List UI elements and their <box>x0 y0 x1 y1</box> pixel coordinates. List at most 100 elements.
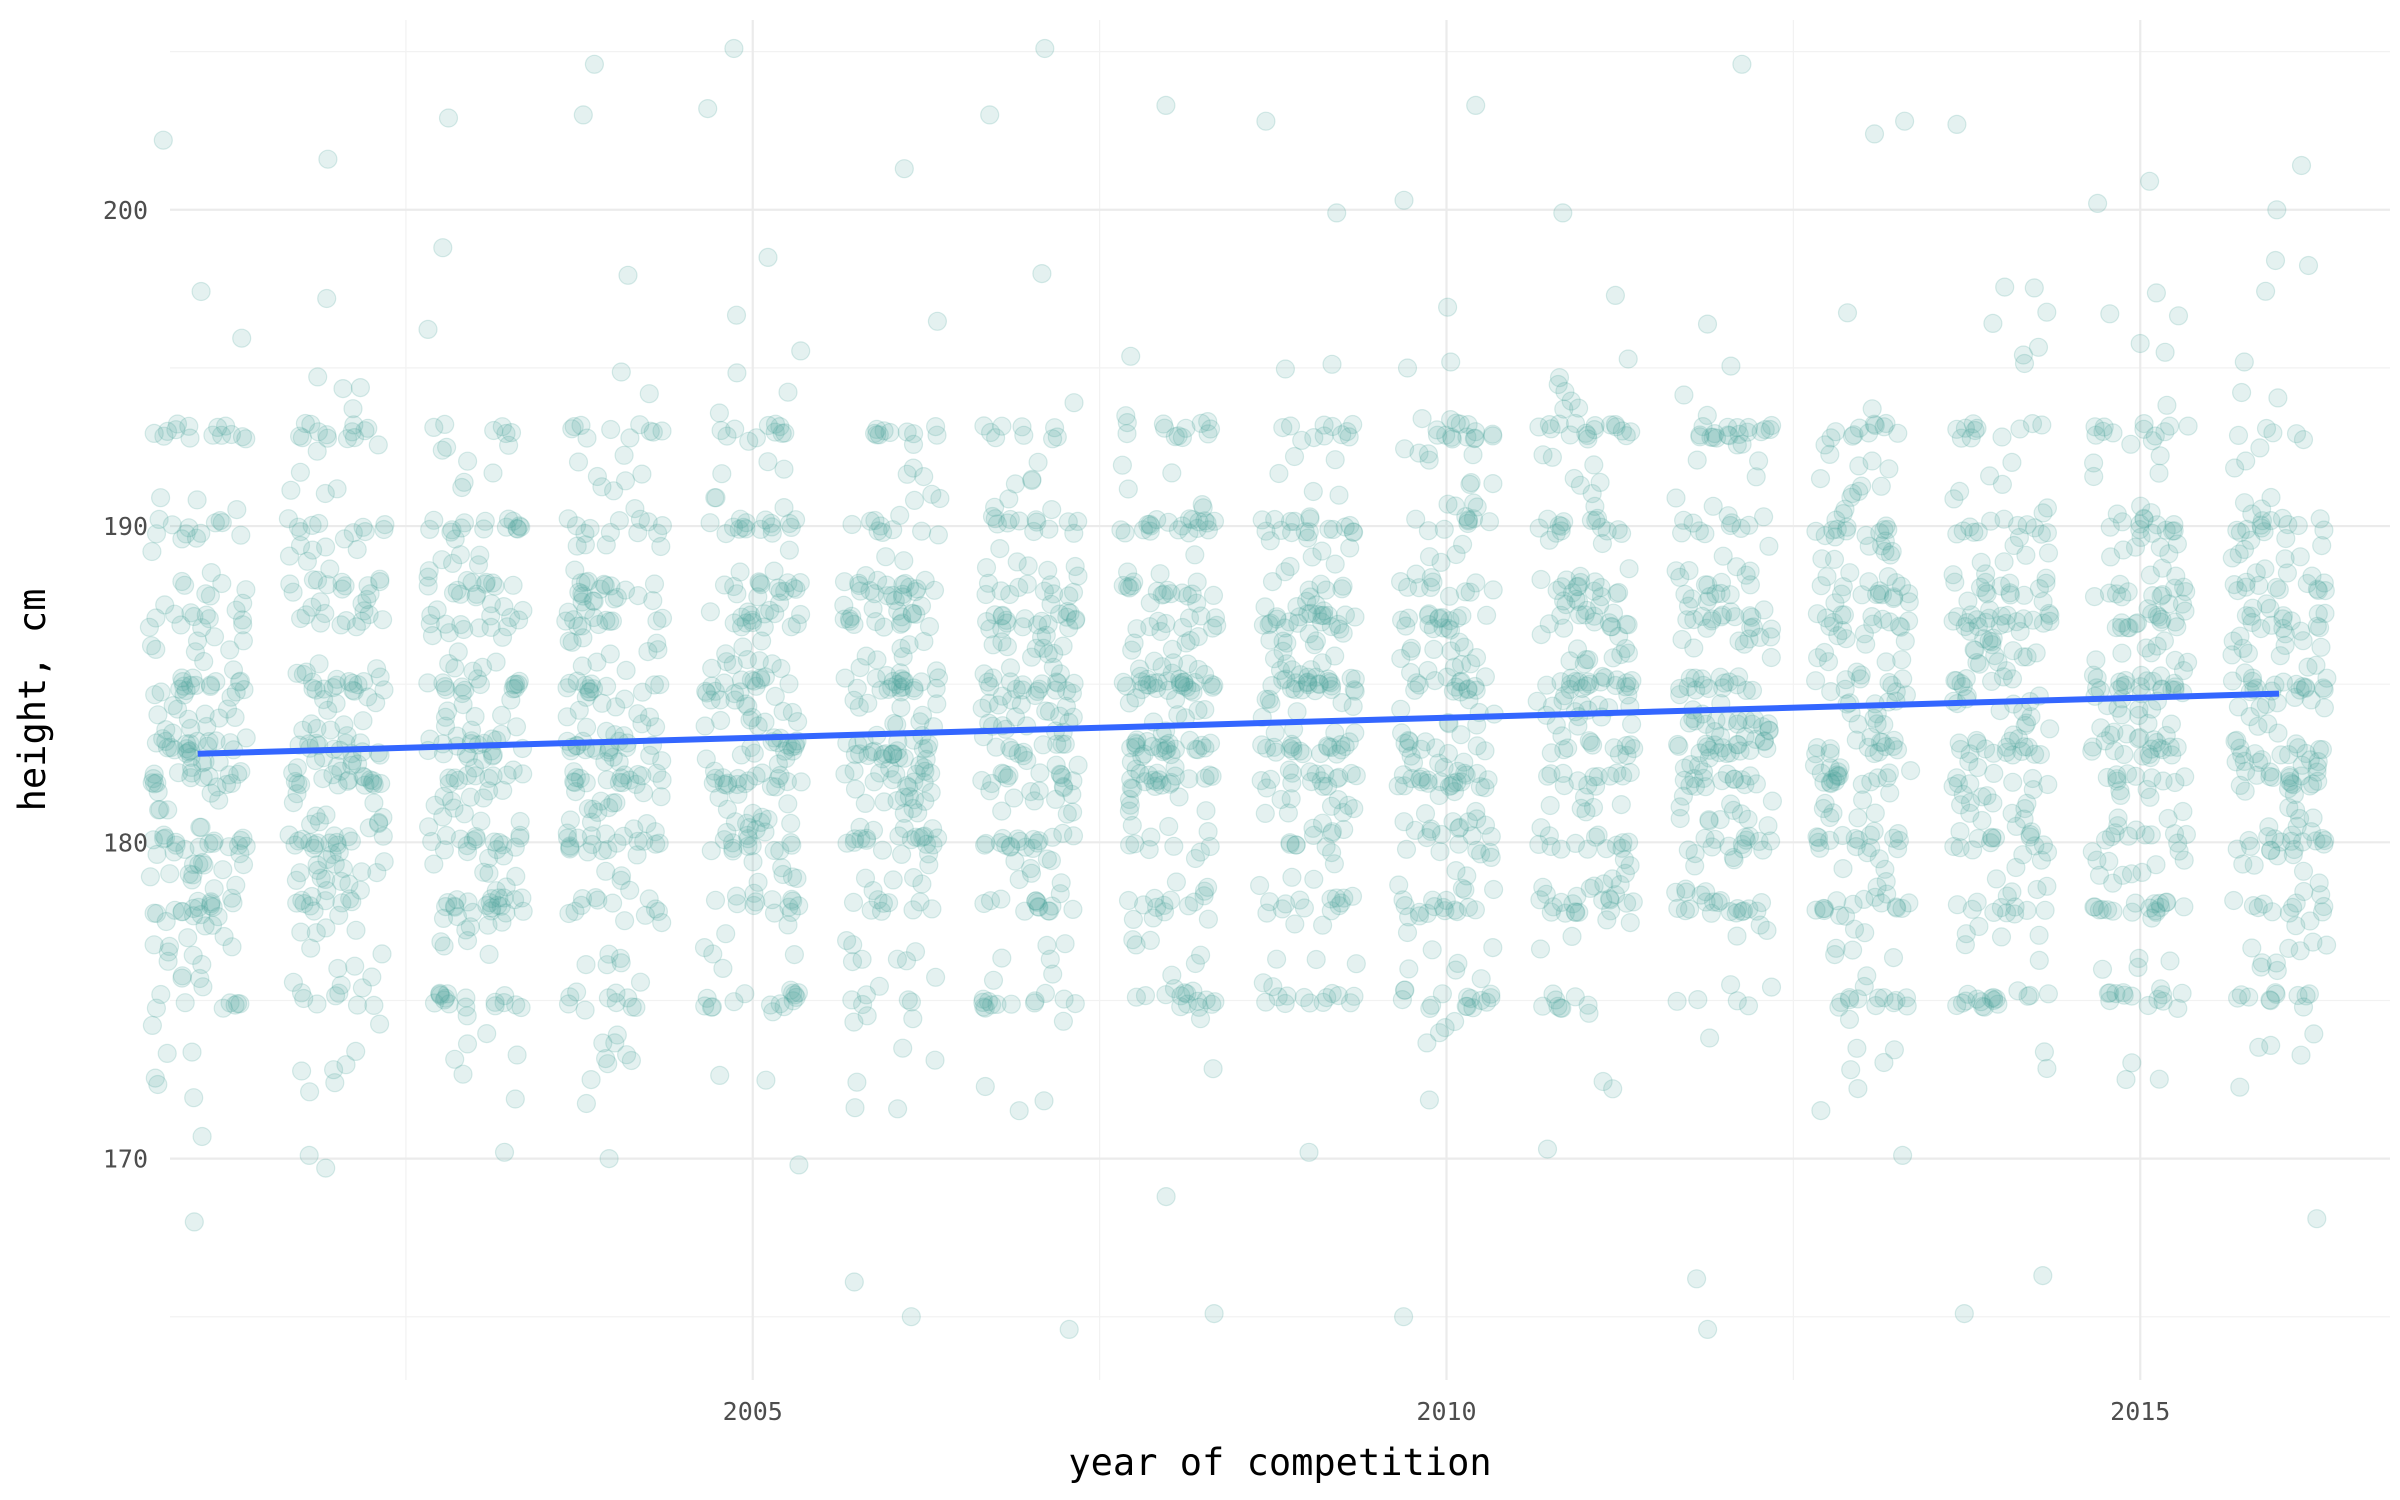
data-point <box>1705 829 1725 850</box>
data-point <box>647 633 667 653</box>
x-axis-title: year of competition <box>1068 1441 1491 1484</box>
data-point <box>638 512 658 532</box>
data-point <box>2149 1069 2169 1089</box>
data-point <box>362 773 382 793</box>
data-point <box>1304 869 1324 889</box>
data-point <box>172 968 192 988</box>
data-point <box>724 992 744 1012</box>
data-point <box>575 572 596 592</box>
data-point <box>603 793 623 813</box>
data-point <box>559 673 580 693</box>
data-point <box>1979 466 2000 486</box>
data-point <box>420 519 440 540</box>
data-point <box>2017 900 2037 921</box>
data-point <box>434 990 454 1010</box>
data-point <box>374 519 394 540</box>
data-point <box>1605 285 1626 305</box>
data-point <box>2296 986 2316 1006</box>
data-point <box>172 529 192 549</box>
data-point <box>1178 654 1198 674</box>
data-point <box>184 1088 204 1108</box>
data-point <box>2314 679 2334 700</box>
data-point <box>315 603 335 624</box>
data-point <box>585 887 606 908</box>
data-point <box>2225 458 2245 478</box>
data-point <box>610 948 631 969</box>
data-point <box>1321 842 1342 863</box>
data-point <box>1974 997 1995 1017</box>
data-point <box>874 792 894 812</box>
data-point <box>595 1048 616 1069</box>
data-point <box>233 615 253 635</box>
data-point <box>867 650 887 670</box>
data-point <box>645 717 666 737</box>
data-point <box>2168 306 2189 326</box>
data-point <box>576 600 596 620</box>
data-point <box>213 860 233 880</box>
data-point <box>1017 574 1037 594</box>
data-point <box>2024 278 2044 298</box>
data-point <box>1203 585 1224 606</box>
data-point <box>2268 723 2288 743</box>
data-point <box>588 802 608 823</box>
data-point <box>481 901 501 921</box>
data-point <box>203 897 223 917</box>
data-point <box>615 580 636 600</box>
data-point <box>433 908 454 929</box>
data-point <box>572 656 592 676</box>
data-point <box>421 605 441 626</box>
data-point <box>1666 882 1686 902</box>
data-point <box>746 676 766 696</box>
data-point <box>181 747 201 767</box>
data-point <box>1543 984 1563 1004</box>
data-point <box>1690 427 1710 447</box>
y-axis-title: height, cm <box>11 589 54 812</box>
data-point <box>1825 593 1845 613</box>
data-point <box>1975 572 1996 593</box>
data-point <box>1697 1319 1718 1340</box>
data-point <box>2029 950 2049 971</box>
data-point <box>1820 444 1840 464</box>
data-point <box>587 466 608 487</box>
data-point <box>1759 536 1779 556</box>
data-point <box>226 682 246 702</box>
data-point <box>317 849 337 870</box>
data-point <box>791 772 811 792</box>
data-point <box>1992 427 2012 447</box>
data-point <box>233 854 254 875</box>
data-point <box>712 464 732 484</box>
data-point <box>1851 665 1871 685</box>
data-point <box>628 585 648 606</box>
data-point <box>301 938 321 958</box>
data-point <box>2247 765 2267 785</box>
data-point <box>140 867 160 887</box>
data-point <box>1306 949 1326 970</box>
data-point <box>1675 901 1696 921</box>
data-point <box>1723 800 1744 821</box>
data-point <box>1945 572 1965 592</box>
data-point <box>461 720 482 740</box>
data-point <box>488 895 508 915</box>
data-point <box>787 614 807 634</box>
data-point <box>1182 510 1203 530</box>
data-point <box>1001 740 1022 761</box>
data-point <box>2021 707 2041 727</box>
data-point <box>607 1025 627 1045</box>
data-point <box>327 479 347 499</box>
data-point <box>457 1034 478 1054</box>
data-point <box>2037 523 2058 543</box>
data-point <box>434 840 454 860</box>
data-point <box>1601 617 1621 637</box>
data-point <box>355 521 375 542</box>
data-point <box>2134 414 2154 434</box>
data-point <box>1697 405 1717 425</box>
data-point <box>1997 605 2018 626</box>
data-point <box>195 704 215 724</box>
data-point <box>903 1009 923 1029</box>
data-point <box>1597 521 1617 541</box>
data-point <box>477 1023 497 1044</box>
data-point <box>1619 559 1639 579</box>
data-point <box>1603 1079 1623 1099</box>
data-point <box>354 601 374 621</box>
data-point <box>578 842 598 862</box>
